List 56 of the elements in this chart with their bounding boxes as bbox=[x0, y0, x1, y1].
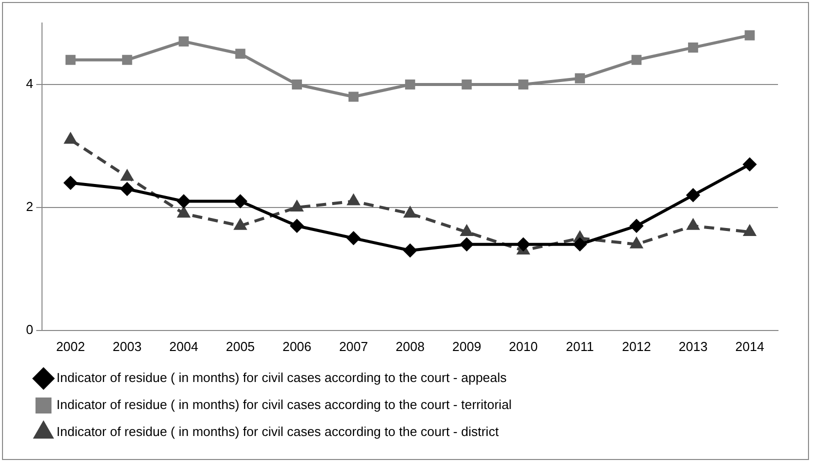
x-tick-label: 2010 bbox=[508, 338, 538, 354]
x-tick-label: 2012 bbox=[622, 338, 651, 354]
point bbox=[688, 42, 698, 53]
point bbox=[404, 244, 417, 257]
point bbox=[574, 73, 585, 84]
legend-label: Indicator of residue ( in months) for civil cases according to the court - district bbox=[56, 424, 500, 440]
point bbox=[405, 79, 416, 90]
point bbox=[404, 207, 416, 218]
point bbox=[290, 219, 304, 232]
x-tick-label: 2006 bbox=[282, 338, 312, 354]
x-tick-label: 2013 bbox=[678, 338, 708, 354]
point bbox=[630, 238, 642, 248]
point bbox=[460, 226, 473, 236]
x-tick-label: 2011 bbox=[566, 338, 594, 354]
point bbox=[292, 79, 302, 90]
point bbox=[64, 133, 76, 144]
point bbox=[460, 238, 474, 251]
point bbox=[347, 232, 360, 245]
point bbox=[235, 48, 246, 59]
point bbox=[686, 188, 700, 202]
x-tick-label: 2004 bbox=[169, 338, 198, 354]
x-tick-label: 2007 bbox=[339, 338, 368, 354]
point bbox=[64, 176, 78, 190]
point bbox=[631, 54, 642, 65]
point bbox=[234, 194, 247, 208]
point bbox=[234, 219, 246, 230]
x-tick-label: 2002 bbox=[56, 338, 85, 354]
y-tick-label: 2 bbox=[26, 199, 34, 214]
point bbox=[573, 238, 586, 251]
point bbox=[462, 79, 472, 90]
point bbox=[348, 92, 359, 102]
x-tick-label: 2005 bbox=[226, 338, 255, 354]
point bbox=[120, 182, 134, 196]
point bbox=[122, 54, 132, 65]
x-tick-label: 2003 bbox=[112, 338, 142, 354]
legend-label: Indicator of residue ( in months) for civil cases according to the court - territorial bbox=[56, 397, 512, 412]
legend-label: Indicator of residue ( in months) for civil cases according to the court - appeals bbox=[56, 370, 508, 386]
point bbox=[744, 226, 756, 236]
y-tick-label: 0 bbox=[26, 322, 34, 337]
y-tick-label: 4 bbox=[26, 76, 34, 92]
point bbox=[177, 194, 190, 208]
point bbox=[291, 200, 303, 212]
point bbox=[348, 194, 360, 206]
point bbox=[687, 219, 699, 230]
point bbox=[630, 219, 644, 232]
point bbox=[518, 79, 528, 90]
x-tick-label: 2009 bbox=[452, 338, 482, 354]
x-tick-label: 2014 bbox=[735, 338, 764, 354]
point bbox=[65, 54, 76, 65]
point bbox=[744, 30, 755, 40]
point bbox=[121, 170, 133, 181]
point bbox=[178, 207, 190, 218]
x-tick-label: 2008 bbox=[396, 338, 425, 354]
point bbox=[743, 158, 756, 171]
point bbox=[178, 36, 189, 46]
point bbox=[516, 238, 530, 251]
